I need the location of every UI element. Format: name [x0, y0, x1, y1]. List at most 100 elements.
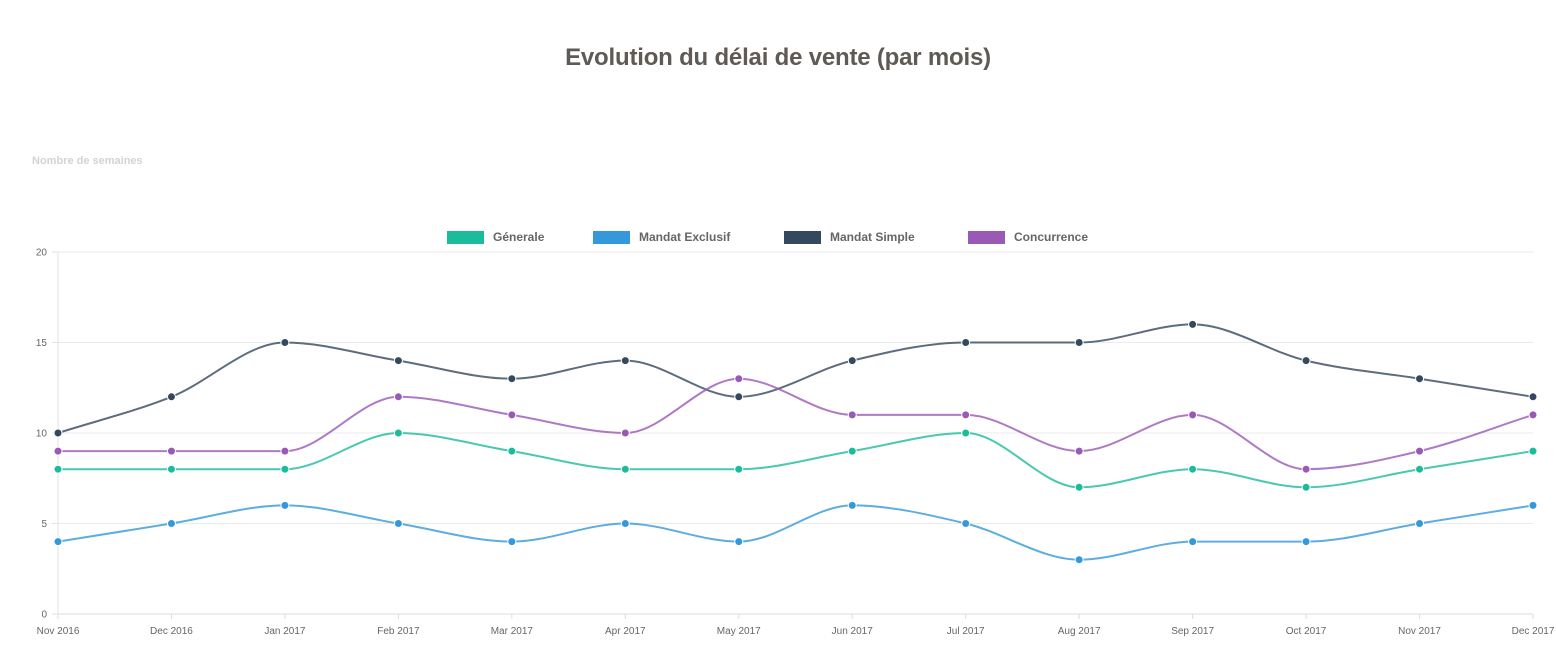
legend-item-mandat-exclusif[interactable]: Mandat Exclusif: [593, 228, 730, 246]
data-point-generale[interactable]: [1528, 446, 1538, 456]
data-point-mandat-exclusif[interactable]: [1188, 537, 1198, 547]
data-point-mandat-simple[interactable]: [53, 428, 63, 438]
legend-item-mandat-simple[interactable]: Mandat Simple: [784, 228, 915, 246]
data-point-generale[interactable]: [620, 464, 630, 474]
series-lines: [57, 323, 1534, 561]
y-axis-caption: Nombre de semaines: [32, 155, 143, 167]
series-line-concurrence: [57, 377, 1534, 471]
data-point-mandat-exclusif[interactable]: [734, 537, 744, 547]
x-tick-label: Mar 2017: [491, 626, 534, 637]
data-point-concurrence[interactable]: [166, 446, 176, 456]
data-point-mandat-simple[interactable]: [1301, 356, 1311, 366]
y-tick-label: 5: [41, 519, 47, 530]
data-point-mandat-simple[interactable]: [280, 338, 290, 347]
x-tick-label: Jan 2017: [264, 626, 306, 637]
legend-label-generale: Génerale: [493, 230, 545, 244]
data-point-concurrence[interactable]: [1528, 410, 1538, 420]
x-tick-label: Dec 2016: [150, 626, 193, 637]
legend-label-mandat-exclusif: Mandat Exclusif: [639, 230, 731, 244]
legend-item-concurrence[interactable]: Concurrence: [968, 228, 1088, 246]
y-tick-label: 0: [41, 610, 47, 621]
data-point-mandat-simple[interactable]: [1188, 319, 1198, 329]
chart-legend: Génerale Mandat Exclusif Mandat Simple C…: [0, 228, 1556, 246]
data-point-mandat-exclusif[interactable]: [847, 500, 857, 510]
y-tick-label: 15: [36, 338, 48, 349]
x-tick-label: Aug 2017: [1058, 626, 1101, 637]
data-point-mandat-simple[interactable]: [1074, 338, 1084, 347]
legend-swatch-concurrence: [968, 230, 1005, 244]
x-tick-label: Dec 2017: [1512, 626, 1555, 637]
series-line-mandat-exclusif: [57, 504, 1534, 561]
data-point-mandat-simple[interactable]: [166, 392, 176, 402]
data-point-generale[interactable]: [507, 446, 517, 456]
data-point-generale[interactable]: [393, 428, 403, 438]
data-point-mandat-simple[interactable]: [847, 356, 857, 366]
data-point-mandat-simple[interactable]: [1528, 392, 1538, 402]
x-tick-label: Jun 2017: [832, 626, 874, 637]
series-line-generale: [58, 431, 1534, 489]
x-tick-label: Jul 2017: [947, 626, 985, 637]
data-point-generale[interactable]: [1188, 464, 1198, 474]
chart-title: Evolution du délai de vente (par mois): [565, 44, 991, 71]
data-point-mandat-simple[interactable]: [620, 356, 630, 366]
data-point-mandat-simple[interactable]: [393, 356, 403, 366]
data-point-mandat-simple[interactable]: [507, 374, 517, 384]
data-point-mandat-simple[interactable]: [961, 338, 971, 347]
data-point-generale[interactable]: [166, 464, 176, 474]
data-point-mandat-exclusif[interactable]: [620, 519, 630, 528]
data-point-concurrence[interactable]: [961, 410, 971, 420]
data-point-generale[interactable]: [961, 428, 971, 438]
data-point-concurrence[interactable]: [393, 392, 403, 402]
x-tick-label: Feb 2017: [377, 626, 420, 637]
data-point-generale[interactable]: [1415, 464, 1425, 474]
axes: [52, 251, 1534, 619]
data-point-generale[interactable]: [1301, 482, 1311, 492]
data-point-generale[interactable]: [734, 464, 744, 474]
data-point-generale[interactable]: [1074, 482, 1084, 492]
data-point-concurrence[interactable]: [847, 410, 857, 420]
data-points: [53, 319, 1538, 565]
data-point-concurrence[interactable]: [1074, 446, 1084, 456]
data-point-concurrence[interactable]: [280, 446, 290, 456]
legend-swatch-generale: [447, 230, 484, 244]
x-tick-label: May 2017: [717, 626, 761, 637]
data-point-mandat-exclusif[interactable]: [1528, 500, 1538, 510]
data-point-mandat-simple[interactable]: [1415, 374, 1425, 384]
y-tick-label: 20: [36, 248, 48, 259]
x-tick-label: Apr 2017: [605, 626, 646, 637]
data-point-concurrence[interactable]: [734, 374, 744, 384]
tick-labels: 0 5 10 15 20 Nov 2016 Dec 2016 Jan 2017 Feb 2017…: [36, 248, 1555, 638]
legend-item-generale[interactable]: Génerale: [447, 228, 544, 246]
data-point-mandat-exclusif[interactable]: [393, 519, 403, 528]
grid-lines: [58, 251, 1533, 524]
data-point-concurrence[interactable]: [1188, 410, 1198, 420]
legend-swatch-mandat-simple: [784, 230, 821, 244]
data-point-concurrence[interactable]: [53, 446, 63, 456]
legend-label-concurrence: Concurrence: [1014, 230, 1089, 244]
data-point-mandat-exclusif[interactable]: [53, 537, 63, 547]
data-point-mandat-exclusif[interactable]: [961, 519, 971, 528]
data-point-mandat-exclusif[interactable]: [1074, 555, 1084, 565]
y-tick-label: 10: [36, 429, 48, 440]
x-tick-label: Nov 2017: [1398, 626, 1441, 637]
data-point-generale[interactable]: [280, 464, 290, 474]
series-line-mandat-simple: [57, 323, 1534, 434]
data-point-concurrence[interactable]: [507, 410, 517, 420]
data-point-mandat-simple[interactable]: [734, 392, 744, 402]
x-tick-label: Oct 2017: [1286, 626, 1327, 637]
x-tick-label: Nov 2016: [37, 626, 80, 637]
legend-swatch-mandat-exclusif: [593, 230, 630, 244]
data-point-mandat-exclusif[interactable]: [166, 519, 176, 528]
data-point-generale[interactable]: [53, 464, 63, 474]
data-point-mandat-exclusif[interactable]: [1415, 519, 1425, 528]
x-tick-label: Sep 2017: [1171, 626, 1214, 637]
data-point-mandat-exclusif[interactable]: [507, 537, 517, 547]
data-point-concurrence[interactable]: [620, 428, 630, 438]
data-point-mandat-exclusif[interactable]: [1301, 537, 1311, 547]
legend-label-mandat-simple: Mandat Simple: [830, 230, 915, 244]
data-point-concurrence[interactable]: [1415, 446, 1425, 456]
data-point-mandat-exclusif[interactable]: [280, 500, 290, 510]
data-point-concurrence[interactable]: [1301, 464, 1311, 474]
data-point-generale[interactable]: [847, 446, 857, 456]
